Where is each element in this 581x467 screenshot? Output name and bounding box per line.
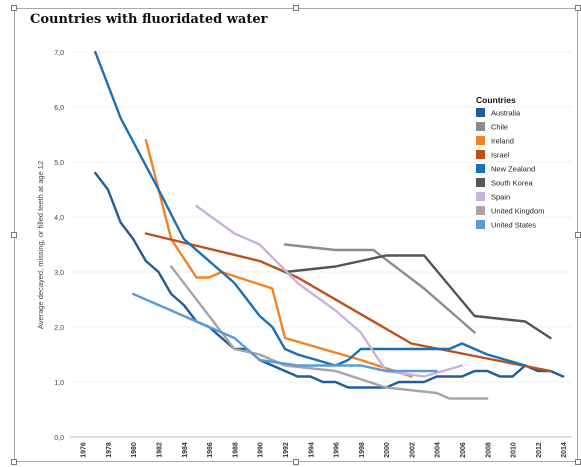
legend-label: Australia xyxy=(491,109,521,118)
x-tick-label: 1998 xyxy=(359,442,366,458)
legend-swatch xyxy=(476,108,485,117)
y-tick-label: 2,0 xyxy=(54,325,64,332)
legend-label: Chile xyxy=(491,123,508,132)
legend-swatch xyxy=(476,150,485,159)
legend-title: Countries xyxy=(476,95,516,105)
x-tick-label: 2004 xyxy=(435,442,442,458)
x-tick-label: 1982 xyxy=(157,442,164,458)
legend-swatch xyxy=(476,220,485,229)
x-tick-label: 1976 xyxy=(81,442,88,458)
legend-label: United States xyxy=(491,221,536,230)
series-line-united-states xyxy=(131,292,438,373)
y-tick-label: 0,0 xyxy=(54,435,64,442)
x-tick-label: 1980 xyxy=(131,442,138,458)
resize-handle-top-left[interactable] xyxy=(11,5,17,11)
series-line-new-zealand xyxy=(94,50,527,367)
x-tick-label: 1984 xyxy=(182,442,189,458)
legend-swatch xyxy=(476,136,485,145)
y-tick-label: 7,0 xyxy=(54,50,64,57)
legend-label: Israel xyxy=(491,151,510,160)
x-tick-label: 1992 xyxy=(283,442,290,458)
resize-handle-bottom-center[interactable] xyxy=(293,459,299,465)
legend-label: New Zealand xyxy=(491,165,535,174)
y-axis-label: Average decayed, missing, or filled teet… xyxy=(36,161,45,329)
series-line-united-kingdom xyxy=(169,265,489,400)
legend-label: United Kingdom xyxy=(491,207,544,216)
y-tick-label: 5,0 xyxy=(54,160,64,167)
y-tick-label: 3,0 xyxy=(54,270,64,277)
x-tick-label: 1978 xyxy=(106,442,113,458)
legend-label: South Korea xyxy=(491,179,534,188)
x-tick-label: 2014 xyxy=(561,442,568,458)
resize-handle-bottom-left[interactable] xyxy=(11,459,17,465)
y-tick-label: 4,0 xyxy=(54,215,64,222)
chart-title: Countries with fluoridated water xyxy=(30,12,268,27)
x-tick-label: 2012 xyxy=(536,442,543,458)
resize-handle-top-center[interactable] xyxy=(293,5,299,11)
x-tick-label: 1996 xyxy=(334,442,341,458)
series-line-australia xyxy=(94,171,565,389)
x-tick-label: 2002 xyxy=(409,442,416,458)
legend-swatch xyxy=(476,206,485,215)
x-tick-label: 2010 xyxy=(511,442,518,458)
series-line-chile xyxy=(283,243,476,334)
x-tick-label: 1994 xyxy=(308,442,315,458)
legend-swatch xyxy=(476,178,485,187)
resize-handle-middle-left[interactable] xyxy=(11,232,17,238)
series-line-south-korea xyxy=(283,254,552,340)
x-tick-label: 1988 xyxy=(232,442,239,458)
x-tick-label: 1990 xyxy=(258,442,265,458)
x-tick-label: 2008 xyxy=(485,442,492,458)
x-tick-label: 2006 xyxy=(460,442,467,458)
x-tick-label: 1986 xyxy=(207,442,214,458)
y-tick-label: 6,0 xyxy=(54,105,64,112)
legend-swatch xyxy=(476,192,485,201)
legend-swatch xyxy=(476,122,485,131)
x-tick-label: 2000 xyxy=(384,442,391,458)
legend-swatch xyxy=(476,164,485,173)
series-line-spain xyxy=(195,204,464,378)
legend-label: Ireland xyxy=(491,137,514,146)
series-line-israel xyxy=(144,232,552,373)
y-tick-label: 1,0 xyxy=(54,380,64,387)
legend-label: Spain xyxy=(491,193,510,202)
